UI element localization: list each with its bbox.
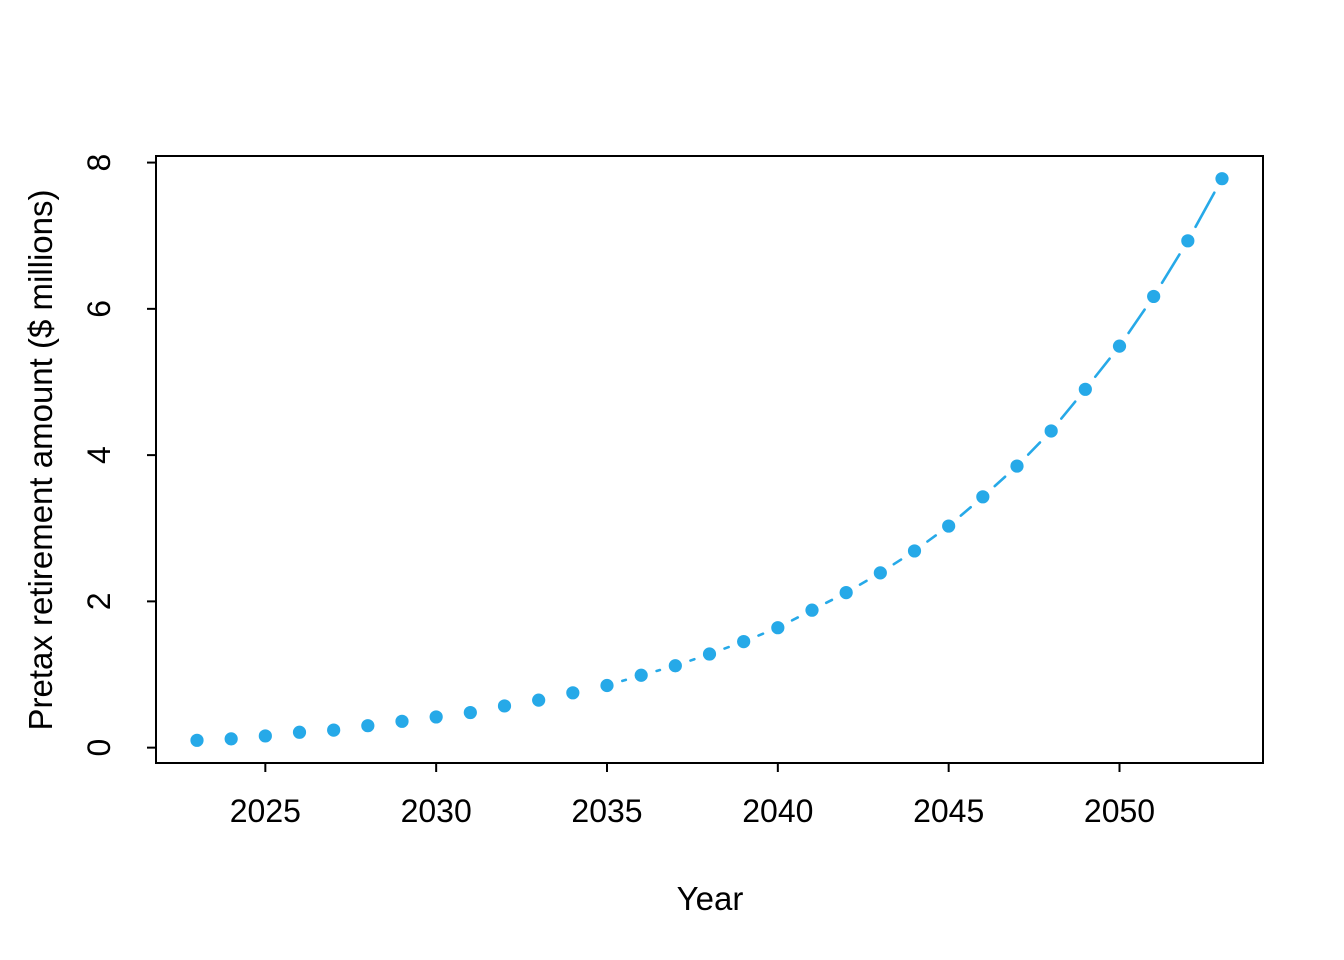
series-connector-segment bbox=[993, 475, 1007, 488]
series-connector-segment bbox=[723, 645, 730, 650]
data-point bbox=[976, 490, 990, 504]
data-point bbox=[1147, 289, 1161, 304]
data-point bbox=[600, 678, 614, 693]
y-tick-label: 8 bbox=[81, 154, 117, 172]
data-point bbox=[873, 566, 887, 580]
y-tick-label: 6 bbox=[81, 300, 117, 318]
x-tick-label: 2050 bbox=[1084, 793, 1155, 829]
data-point bbox=[771, 621, 785, 635]
x-axis-title: Year bbox=[677, 880, 744, 917]
series-connector-lines bbox=[621, 191, 1216, 683]
series-connector-segment bbox=[1127, 308, 1146, 335]
series-connector-segment bbox=[1093, 357, 1111, 379]
data-point bbox=[1181, 234, 1195, 248]
data-point bbox=[190, 733, 204, 747]
series-connector-segment bbox=[824, 598, 834, 605]
y-tick-label: 4 bbox=[81, 446, 117, 464]
x-tick-label: 2040 bbox=[742, 793, 813, 829]
data-point bbox=[224, 732, 238, 746]
series-connector-segment bbox=[1194, 191, 1216, 229]
data-point bbox=[395, 714, 409, 728]
y-tick-label: 2 bbox=[81, 592, 117, 610]
y-axis-title: Pretax retirement amount ($ millions) bbox=[22, 189, 59, 730]
data-point bbox=[258, 729, 272, 743]
data-point bbox=[1010, 459, 1024, 473]
y-tick-label: 0 bbox=[81, 739, 117, 757]
x-tick-label: 2025 bbox=[230, 793, 301, 829]
series-connector-segment bbox=[926, 534, 938, 543]
x-axis-ticks: 2025 2030 2035 2040 2045 2050 bbox=[230, 763, 1155, 829]
data-point bbox=[1044, 424, 1058, 438]
series-connector-segment bbox=[1060, 400, 1077, 420]
series-connector-segment bbox=[790, 616, 800, 622]
data-point bbox=[497, 699, 512, 713]
series-connector-segment bbox=[959, 505, 972, 517]
y-axis-ticks: 0 2 4 6 8 bbox=[81, 154, 156, 757]
data-point bbox=[429, 710, 443, 724]
data-point bbox=[702, 647, 717, 661]
x-tick-label: 2030 bbox=[401, 793, 472, 829]
series-connector-segment bbox=[1026, 441, 1042, 456]
data-point bbox=[839, 586, 853, 600]
data-point bbox=[463, 705, 477, 720]
series-data-points bbox=[190, 172, 1229, 747]
data-point bbox=[1112, 339, 1127, 353]
data-point bbox=[532, 693, 546, 707]
data-point bbox=[1078, 382, 1092, 396]
data-point bbox=[327, 723, 341, 737]
series-connector-segment bbox=[621, 678, 628, 683]
x-tick-label: 2035 bbox=[571, 793, 642, 829]
data-point bbox=[292, 725, 307, 739]
data-point bbox=[634, 668, 648, 682]
data-point bbox=[942, 519, 956, 533]
x-tick-label: 2045 bbox=[913, 793, 984, 829]
data-point bbox=[668, 659, 682, 673]
data-point bbox=[566, 686, 580, 700]
series-connector-segment bbox=[1160, 253, 1181, 285]
series-connector-segment bbox=[892, 558, 903, 566]
series-connector-segment bbox=[689, 657, 696, 662]
data-point bbox=[907, 544, 922, 558]
series-connector-segment bbox=[757, 632, 765, 637]
series-connector-segment bbox=[655, 668, 662, 673]
data-point bbox=[1215, 172, 1229, 186]
data-point bbox=[361, 719, 375, 733]
plot-border-box bbox=[155, 155, 1264, 764]
data-point bbox=[737, 635, 751, 649]
data-point bbox=[805, 603, 819, 617]
series-connector-segment bbox=[858, 579, 868, 586]
